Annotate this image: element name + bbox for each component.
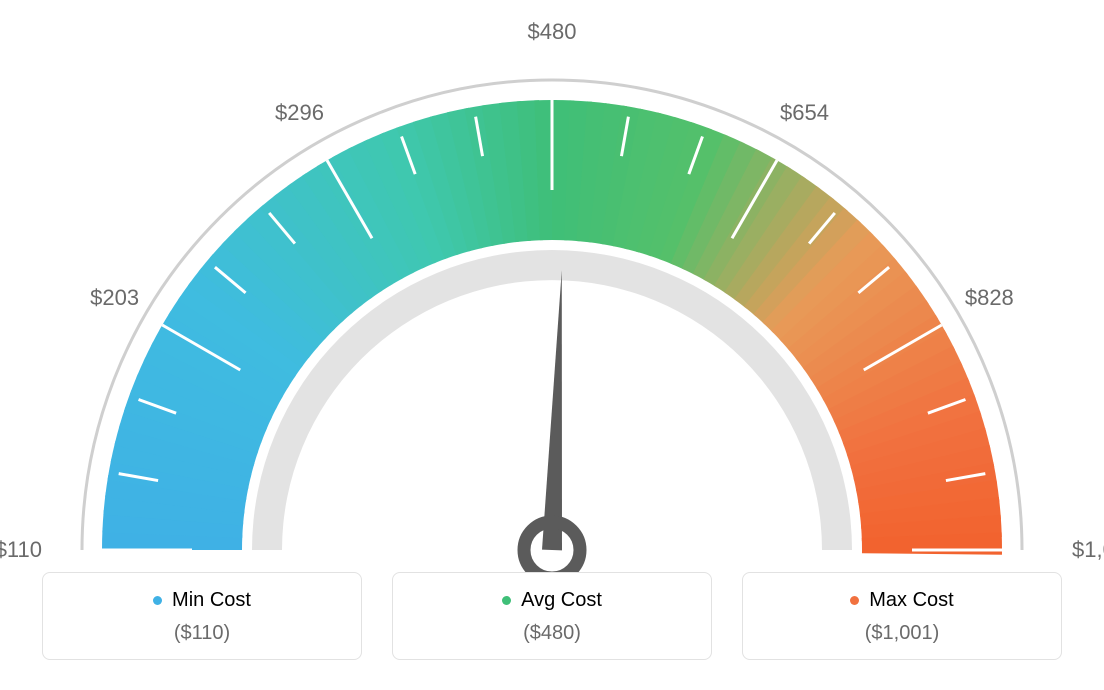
- legend-dot-min: [153, 596, 162, 605]
- legend-value-avg: ($480): [403, 622, 701, 645]
- legend-title-min: Min Cost: [153, 589, 251, 612]
- legend-dot-avg: [502, 596, 511, 605]
- gauge-chart-container: $110 $203 $296 $480 $654 $828 $1,001 Min Cost …: [0, 0, 1104, 690]
- legend-card-max: Max Cost ($1,001): [742, 572, 1062, 660]
- legend-card-min: Min Cost ($110): [42, 572, 362, 660]
- legend-card-avg: Avg Cost ($480): [392, 572, 712, 660]
- legend-title-max: Max Cost: [850, 589, 953, 612]
- legend-row: Min Cost ($110) Avg Cost ($480) Max Cost…: [0, 572, 1104, 660]
- gauge-svg: [0, 20, 1104, 580]
- legend-dot-max: [850, 596, 859, 605]
- legend-title-avg-text: Avg Cost: [521, 589, 602, 612]
- scale-label: $203: [90, 285, 139, 311]
- scale-label: $296: [275, 100, 324, 126]
- legend-title-avg: Avg Cost: [502, 589, 602, 612]
- scale-label: $828: [965, 285, 1014, 311]
- gauge-area: $110 $203 $296 $480 $654 $828 $1,001: [0, 0, 1104, 560]
- legend-value-max: ($1,001): [753, 622, 1051, 645]
- scale-label: $1,001: [1072, 537, 1104, 563]
- legend-value-min: ($110): [53, 622, 351, 645]
- scale-label: $110: [0, 537, 42, 563]
- scale-label: $480: [528, 19, 577, 45]
- scale-label: $654: [780, 100, 829, 126]
- legend-title-max-text: Max Cost: [869, 589, 953, 612]
- legend-title-min-text: Min Cost: [172, 589, 251, 612]
